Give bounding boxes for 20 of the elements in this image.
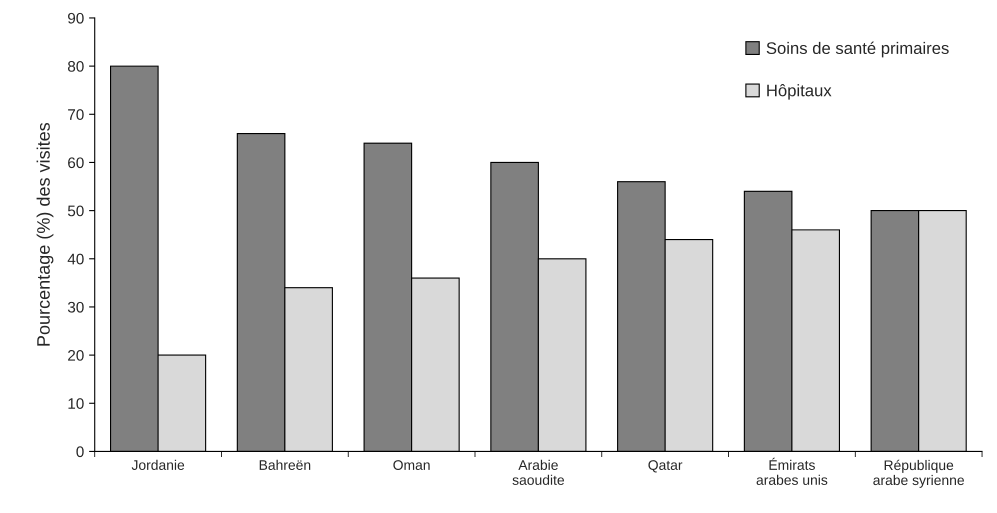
y-tick-label: 20 (68, 350, 84, 361)
y-tick-label: 0 (76, 446, 84, 458)
x-tick-label: Arabie saoudite (512, 460, 564, 485)
y-tick-label: 80 (68, 60, 84, 72)
x-tick-label: République arabe syrienne (873, 460, 964, 488)
y-tick-label: 50 (68, 205, 84, 216)
x-tick-label: Émirats arabes unis (756, 458, 828, 485)
y-tick-label: 90 (68, 12, 84, 24)
y-axis-title: Pourcentage (%) des visites (36, 122, 54, 346)
y-tick-label: 30 (68, 302, 84, 313)
x-tick-label: Qatar (648, 460, 682, 472)
y-tick-label: 10 (68, 398, 84, 409)
y-tick-label: 70 (68, 109, 84, 120)
x-tick-label: Bahreën (260, 460, 310, 470)
legend-label: Hôpitaux (767, 84, 832, 100)
legend-label: Soins de santé primaires (766, 42, 949, 58)
y-tick-label: 60 (68, 157, 84, 168)
x-tick-label: Jordanie (132, 460, 184, 470)
x-tick-label: Oman (393, 460, 430, 470)
y-tick-label: 40 (68, 254, 84, 264)
